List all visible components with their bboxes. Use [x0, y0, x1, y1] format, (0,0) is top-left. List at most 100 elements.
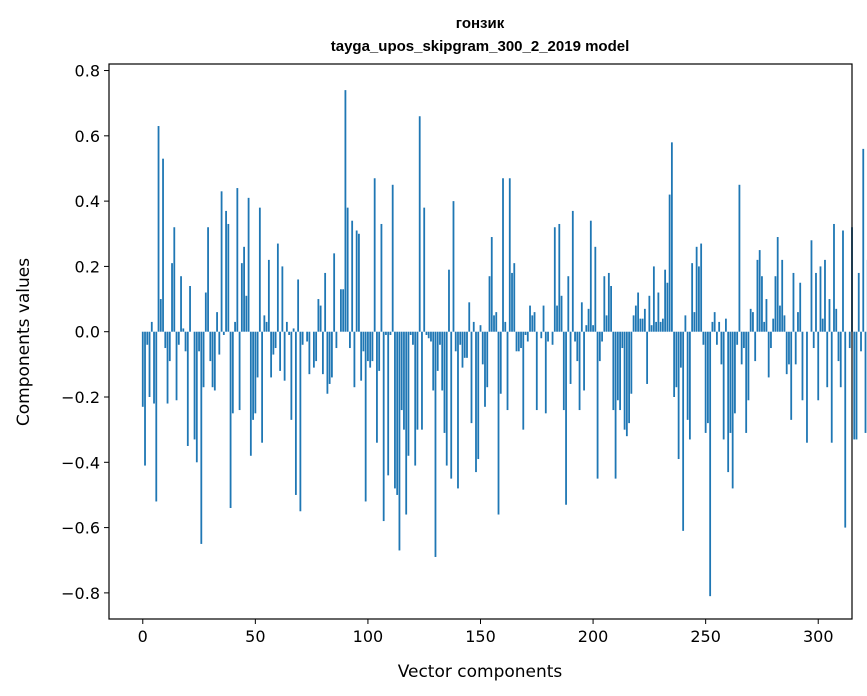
bar — [625, 331, 628, 437]
bar — [623, 331, 626, 430]
plot-frame — [108, 63, 853, 620]
bar — [657, 292, 660, 332]
x-tick-label: 250 — [690, 627, 721, 646]
bar — [240, 263, 243, 332]
y-axis: −0.8 −0.6 −0.4 −0.2 0.0 0.2 0.4 0.6 0.8 — [61, 62, 109, 603]
bar — [576, 331, 579, 362]
bar — [389, 331, 392, 335]
bar — [218, 331, 221, 355]
bar — [502, 178, 504, 332]
bar — [416, 331, 419, 430]
bar — [637, 292, 640, 332]
bar — [826, 331, 829, 388]
bar — [412, 331, 414, 345]
bar — [598, 331, 601, 362]
bar — [292, 328, 295, 332]
bar — [340, 289, 342, 332]
bar — [349, 331, 351, 349]
bar — [319, 305, 322, 332]
bar — [533, 312, 536, 332]
bar — [202, 331, 205, 388]
bar — [643, 308, 646, 332]
bar — [477, 331, 480, 460]
bar — [652, 266, 655, 332]
bar — [166, 331, 169, 404]
bar — [407, 331, 410, 456]
bar — [285, 321, 288, 332]
bar — [725, 318, 727, 332]
bar — [797, 312, 799, 332]
bar — [184, 331, 187, 352]
bar — [409, 331, 412, 335]
bar — [709, 331, 712, 597]
bar — [848, 331, 851, 349]
bar — [189, 286, 191, 332]
bar — [261, 331, 263, 443]
bar — [288, 331, 291, 335]
bar — [367, 331, 369, 362]
bar — [186, 331, 189, 446]
bar — [355, 230, 358, 332]
bar — [779, 305, 781, 332]
bar — [578, 331, 581, 411]
bar — [679, 331, 682, 368]
bar — [670, 142, 673, 332]
bar — [283, 331, 286, 381]
bar — [736, 331, 739, 345]
bar — [272, 331, 275, 355]
bar — [222, 331, 225, 335]
bar — [646, 331, 649, 384]
x-tick-label: 50 — [245, 627, 265, 646]
bar — [484, 331, 486, 407]
bar — [605, 315, 608, 332]
bar — [315, 331, 318, 362]
bar — [306, 331, 309, 342]
bar — [556, 305, 558, 332]
bar — [806, 331, 808, 443]
bar — [583, 331, 585, 391]
bar — [677, 331, 680, 460]
bar — [855, 331, 858, 440]
bar — [553, 227, 556, 332]
bar — [461, 331, 464, 368]
bar — [391, 184, 394, 332]
bar — [463, 331, 466, 358]
bar — [243, 246, 245, 332]
bar — [756, 259, 759, 332]
bar — [488, 276, 491, 332]
bar — [610, 286, 612, 332]
bar — [475, 331, 477, 473]
bar — [788, 331, 790, 365]
bar — [317, 299, 320, 332]
bar — [373, 178, 376, 332]
bar — [833, 223, 835, 332]
bar — [279, 331, 282, 371]
bar — [655, 321, 658, 332]
bar — [691, 263, 694, 332]
bar — [842, 230, 844, 332]
bar — [231, 331, 234, 414]
bar — [729, 331, 732, 433]
bar — [146, 331, 149, 345]
bar — [299, 331, 302, 512]
bar — [432, 331, 435, 391]
bar — [445, 331, 448, 466]
bar — [369, 331, 372, 368]
bar — [560, 295, 563, 332]
bar — [738, 184, 741, 332]
bar — [745, 331, 748, 433]
bar — [207, 227, 209, 332]
y-tick-label: 0.0 — [75, 323, 100, 342]
bar — [472, 321, 475, 332]
bar — [479, 325, 482, 332]
bar — [371, 331, 374, 362]
bar — [630, 331, 633, 394]
bar — [853, 331, 856, 440]
y-tick-label: −0.2 — [61, 388, 100, 407]
bar — [535, 331, 538, 411]
bar — [792, 272, 795, 332]
bar — [824, 259, 826, 332]
bar — [794, 331, 797, 365]
bar — [517, 331, 520, 352]
bar — [270, 331, 273, 378]
